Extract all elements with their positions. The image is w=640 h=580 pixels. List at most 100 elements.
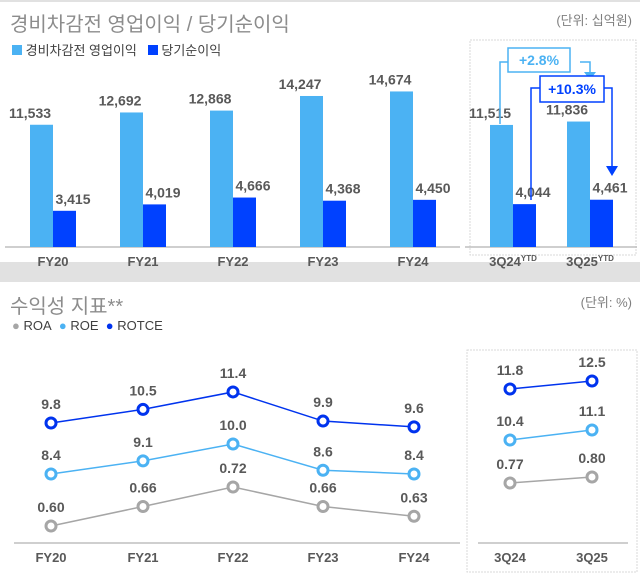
point-ROE: [407, 467, 421, 481]
legend-label-roe: ROE: [70, 318, 99, 333]
bar-label: 11,515: [469, 105, 511, 121]
point-ROA: [226, 480, 240, 494]
x-tick-label: FY23: [307, 254, 338, 269]
legend-label-ni: 당기순이익: [161, 43, 222, 58]
point-ROTCE: [136, 402, 150, 416]
x-tick-label: FY20: [35, 550, 66, 565]
point-ROTCE: [316, 414, 330, 428]
bar-FY23-1: [323, 200, 346, 247]
x-tick-label: 3Q25YTD: [566, 254, 614, 269]
bar-label: 14,674: [369, 71, 412, 87]
point-label: 0.77: [496, 456, 523, 472]
top-chart-title: 경비차감전 영업이익 / 당기순이익: [10, 14, 290, 36]
x-tick-label: 3Q24: [494, 550, 527, 565]
point-ROTCE: [585, 374, 599, 388]
growth-arrow-ni: [530, 87, 540, 200]
top-unit: (단위: 십억원): [556, 13, 632, 28]
legend-label-op: 경비차감전 영업이익: [25, 43, 137, 58]
point-ROA: [136, 500, 150, 513]
x-tick-label: FY23: [307, 550, 338, 565]
bottom-chart-title: 수익성 지표**: [10, 296, 124, 318]
point-label: 8.6: [313, 443, 333, 459]
bar-FY24-0: [390, 91, 413, 247]
top-legend: 경비차감전 영업이익 당기순이익: [12, 40, 221, 59]
bar-label: 11,533: [9, 105, 51, 121]
legend-swatch-op: [12, 45, 22, 55]
bar-FY20-0: [30, 124, 53, 247]
legend-label-roa: ROA: [23, 318, 52, 333]
bar-FY21-1: [143, 204, 166, 247]
point-label: 10.5: [129, 382, 156, 398]
bar-FY20-1: [53, 210, 76, 247]
bar-label: 12,692: [99, 92, 142, 108]
bar-FY22-1: [233, 197, 256, 247]
bar-3Q24-0: [490, 124, 513, 247]
x-tick-label: FY21: [127, 254, 158, 269]
line-ROE: [509, 429, 593, 441]
legend-label-rotce: ROTCE: [117, 318, 163, 333]
point-ROE: [316, 463, 330, 477]
point-label: 9.1: [133, 434, 153, 450]
line-ROA: [509, 476, 593, 484]
bar-label: 4,450: [415, 180, 450, 196]
x-tick-label: FY20: [37, 254, 68, 269]
point-ROTCE: [407, 420, 421, 434]
point-label: 0.63: [400, 489, 427, 505]
bar-3Q25-0: [567, 121, 590, 247]
point-label: 0.80: [578, 450, 605, 466]
bar-label: 4,019: [145, 184, 180, 200]
bar-label: 4,368: [325, 181, 360, 197]
x-tick-label: 3Q24YTD: [489, 254, 537, 269]
x-tick-label: FY24: [398, 550, 430, 565]
legend-swatch-ni: [147, 45, 158, 55]
growth-arrow-op: [580, 61, 591, 72]
bar-FY24-1: [413, 199, 436, 247]
bottom-unit: (단위: %): [580, 295, 632, 310]
x-tick-label: FY22: [217, 550, 248, 565]
growth-arrow-ni: [604, 87, 613, 166]
bar-label: 12,868: [189, 91, 232, 107]
top-divider: [0, 0, 640, 2]
point-ROE: [585, 423, 599, 437]
point-ROA: [503, 476, 517, 490]
line-ROTCE: [509, 380, 593, 390]
x-tick-label: 3Q25: [576, 550, 608, 565]
arrowhead-ni: [606, 166, 618, 176]
point-ROTCE: [503, 382, 517, 396]
point-label: 9.9: [313, 394, 333, 410]
x-tick-label: FY21: [127, 550, 158, 565]
point-label: 8.4: [41, 447, 61, 463]
x-tick-label: FY24: [397, 254, 429, 269]
point-ROE: [136, 454, 150, 468]
point-ROE: [226, 437, 240, 451]
legend-marker-roe: ●: [58, 318, 67, 333]
bar-3Q25-1: [590, 199, 613, 247]
legend-marker-roa: ●: [12, 318, 20, 333]
point-label: 10.0: [219, 417, 246, 433]
point-label: 0.72: [219, 460, 246, 476]
point-label: 8.4: [404, 447, 424, 463]
point-ROE: [503, 433, 517, 447]
point-label: 0.66: [309, 480, 336, 496]
point-label: 11.4: [220, 365, 247, 381]
point-label: 10.4: [496, 413, 523, 429]
point-ROA: [407, 509, 421, 523]
point-ROTCE: [226, 385, 240, 399]
point-label: 12.5: [578, 354, 605, 370]
point-ROE: [44, 467, 58, 481]
growth-label-ni: +10.3%: [548, 81, 596, 97]
point-ROTCE: [44, 416, 58, 430]
point-label: 9.6: [404, 400, 424, 416]
bar-label: 4,461: [592, 180, 627, 196]
bar-label: 3,415: [55, 191, 90, 207]
bar-FY21-0: [120, 112, 143, 247]
point-label: 11.1: [579, 403, 606, 419]
legend-marker-rotce: ●: [105, 318, 114, 333]
point-label: 11.8: [497, 362, 524, 378]
section-divider: [0, 262, 640, 282]
growth-badge-ni: [539, 75, 605, 103]
bottom-legend: ● ROA ● ROE ● ROTCE: [12, 318, 163, 333]
point-label: 0.60: [37, 499, 64, 515]
point-ROA: [44, 519, 58, 533]
